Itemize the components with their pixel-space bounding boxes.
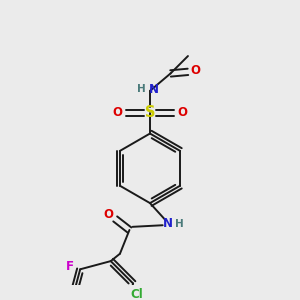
Text: H: H [175,219,184,229]
Text: N: N [149,83,159,96]
Text: Cl: Cl [130,288,142,300]
Text: O: O [178,106,188,119]
Text: O: O [191,64,201,77]
Text: H: H [137,84,146,94]
Text: O: O [103,208,113,221]
Text: S: S [145,106,155,121]
Text: N: N [162,217,172,230]
Text: F: F [66,260,74,273]
Text: O: O [112,106,122,119]
